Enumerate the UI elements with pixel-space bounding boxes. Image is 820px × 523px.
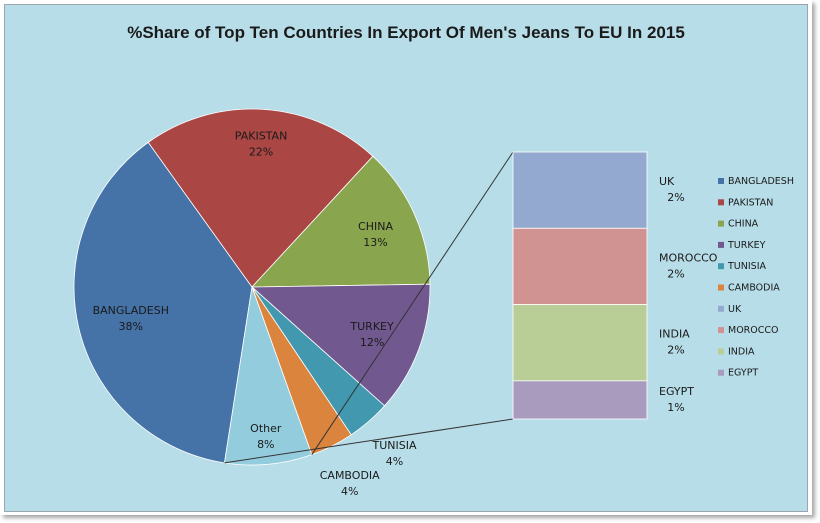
bar-value-india: 2% bbox=[667, 344, 684, 357]
legend-label-tunisia: TUNISIA bbox=[727, 261, 766, 272]
bar-label-uk: UK bbox=[659, 175, 675, 188]
legend-label-uk: UK bbox=[728, 304, 742, 315]
slice-value-bangladesh: 38% bbox=[119, 320, 143, 333]
pie-slice-bangladesh bbox=[73, 141, 253, 464]
pie-slice-china bbox=[251, 155, 431, 288]
slice-value-turkey: 12% bbox=[360, 336, 384, 349]
legend-label-turkey: TURKEY bbox=[727, 240, 766, 251]
bar-label-morocco: MOROCCO bbox=[659, 251, 718, 264]
slice-label-china: CHINA bbox=[358, 220, 393, 233]
pie-of-pie-chart: %Share of Top Ten Countries In Export Of… bbox=[73, 23, 794, 498]
legend-swatch-morocco bbox=[718, 327, 724, 334]
legend: BANGLADESH PAKISTAN CHINA TURKEY TUNISIA CAMB… bbox=[718, 176, 794, 379]
legend-swatch-cambodia bbox=[718, 284, 724, 291]
slice-value-other: 8% bbox=[257, 438, 274, 451]
legend-swatch-egypt bbox=[718, 369, 724, 376]
slice-label-tunisia: TUNISIA bbox=[371, 439, 416, 452]
connector-line-top bbox=[311, 151, 514, 455]
bar-value-uk: 2% bbox=[667, 191, 684, 204]
bar-segment-egypt bbox=[512, 380, 648, 420]
legend-label-cambodia: CAMBODIA bbox=[728, 283, 780, 294]
slice-value-tunisia: 4% bbox=[386, 455, 403, 468]
legend-swatch-tunisia bbox=[718, 263, 724, 270]
slice-label-cambodia: CAMBODIA bbox=[320, 469, 380, 482]
legend-swatch-china bbox=[718, 220, 724, 227]
bar-value-egypt: 1% bbox=[667, 401, 684, 414]
bar-segment-uk bbox=[512, 151, 648, 229]
chart-title: %Share of Top Ten Countries In Export Of… bbox=[127, 23, 685, 42]
legend-label-india: INDIA bbox=[728, 346, 755, 357]
slice-label-bangladesh: BANGLADESH bbox=[93, 304, 169, 317]
slice-value-cambodia: 4% bbox=[341, 485, 358, 498]
connector-line-bottom bbox=[224, 418, 514, 464]
slice-label-other: Other bbox=[250, 422, 282, 435]
slice-value-pakistan: 22% bbox=[249, 145, 273, 158]
legend-swatch-pakistan bbox=[718, 199, 724, 206]
legend-label-pakistan: PAKISTAN bbox=[728, 197, 773, 208]
legend-label-bangladesh: BANGLADESH bbox=[728, 176, 794, 187]
slice-label-pakistan: PAKISTAN bbox=[235, 129, 288, 142]
bar-segment-india bbox=[512, 304, 648, 382]
pie-slice-pakistan bbox=[147, 108, 374, 288]
bar-label-india: INDIA bbox=[659, 328, 690, 341]
slice-label-turkey: TURKEY bbox=[349, 320, 394, 333]
chart-frame: %Share of Top Ten Countries In Export Of… bbox=[4, 4, 808, 512]
bar-segment-morocco bbox=[512, 227, 648, 305]
pie-slice-turkey bbox=[250, 283, 431, 407]
main-pie: BANGLADESH 38% PAKISTAN 22% CHINA 13% TURKEY 12… bbox=[73, 108, 431, 498]
legend-label-egypt: EGYPT bbox=[728, 368, 758, 379]
legend-swatch-india bbox=[718, 348, 724, 355]
secondary-stacked-bar: UK 2% MOROCCO 2% INDIA 2% EGYPT 1% bbox=[512, 151, 718, 420]
bar-value-morocco: 2% bbox=[667, 267, 684, 280]
legend-swatch-turkey bbox=[718, 241, 724, 248]
bar-label-egypt: EGYPT bbox=[659, 385, 694, 398]
legend-swatch-bangladesh bbox=[718, 178, 724, 184]
legend-swatch-uk bbox=[718, 305, 724, 312]
legend-label-china: CHINA bbox=[728, 219, 759, 230]
connector-lines bbox=[224, 151, 514, 464]
legend-label-morocco: MOROCCO bbox=[728, 325, 779, 336]
slice-value-china: 13% bbox=[363, 236, 387, 249]
